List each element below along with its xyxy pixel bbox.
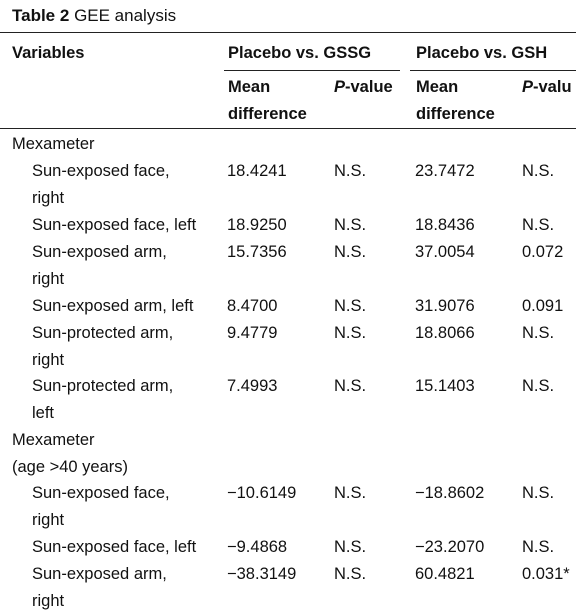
pvalue-gssg: N.S. [334, 216, 367, 234]
pvalue-gssg: N.S. [334, 377, 367, 395]
pvalue-gsh: 0.091 [522, 297, 564, 315]
pvalue-gssg: N.S. [334, 565, 367, 583]
pvalue-gsh: N.S. [522, 324, 555, 342]
mean-difference-gssg: 15.7356 [227, 243, 287, 261]
mean-difference-gsh: 23.7472 [415, 162, 475, 180]
pvalue-gssg: N.S. [334, 243, 367, 261]
mean-difference-gsh: 15.1403 [415, 377, 475, 395]
mean-difference-gssg: −10.6149 [227, 484, 297, 502]
mean-difference-gssg: 7.4993 [227, 377, 278, 395]
pvalue-gssg: N.S. [334, 297, 367, 315]
row-variable: Sun-exposed arm, left [32, 297, 194, 315]
mean-difference-gssg: −9.4868 [227, 538, 288, 556]
mean-difference-gsh: 37.0054 [415, 243, 475, 261]
row-variable: Sun-protected arm, right [32, 324, 174, 369]
header-pvalue-gsh: P-valu [522, 78, 572, 96]
header-group-gsh: Placebo vs. GSH [416, 44, 548, 62]
header-pvalue-gssg: P-value [334, 78, 393, 96]
pvalue-gssg: N.S. [334, 538, 367, 556]
header-variables: Variables [12, 44, 85, 62]
mean-difference-gsh: 18.8066 [415, 324, 475, 342]
pvalue-gssg: N.S. [334, 484, 367, 502]
row-variable: Sun-exposed face, left [32, 216, 197, 234]
table-title: GEE analysis [74, 6, 177, 25]
section-title: Mexameter (age >40 years) [12, 431, 129, 476]
row-variable: Sun-exposed face, right [32, 484, 170, 529]
group2-rule [410, 70, 576, 71]
pvalue-gsh: N.S. [522, 216, 555, 234]
mean-difference-gsh: 31.9076 [415, 297, 475, 315]
pvalue-gsh: N.S. [522, 377, 555, 395]
pvalue-gsh: 0.031* [522, 565, 570, 583]
pvalue-gsh: N.S. [522, 162, 555, 180]
row-variable: Sun-exposed arm, right [32, 565, 167, 610]
pvalue-gssg: N.S. [334, 324, 367, 342]
mean-difference-gssg: 18.4241 [227, 162, 287, 180]
mean-difference-gssg: −38.3149 [227, 565, 297, 583]
top-rule [0, 32, 576, 33]
header-mean-diff-gssg: Mean difference [228, 78, 307, 123]
row-variable: Sun-protected arm, left [32, 377, 174, 422]
mean-difference-gsh: −18.8602 [415, 484, 485, 502]
header-mean-diff-gsh: Mean difference [416, 78, 495, 123]
pvalue-gsh: N.S. [522, 538, 555, 556]
pvalue-gssg: N.S. [334, 162, 367, 180]
row-variable: Sun-exposed face, left [32, 538, 197, 556]
mean-difference-gsh: 18.8436 [415, 216, 475, 234]
table-label: Table 2 [12, 6, 70, 25]
group1-rule [224, 70, 400, 71]
row-variable: Sun-exposed face, right [32, 162, 170, 207]
row-variable: Sun-exposed arm, right [32, 243, 167, 288]
header-bottom-rule [0, 128, 576, 129]
table-caption: Table 2 GEE analysis [12, 4, 176, 28]
mean-difference-gsh: 60.4821 [415, 565, 475, 583]
header-group-gssg: Placebo vs. GSSG [228, 44, 372, 62]
mean-difference-gssg: 8.4700 [227, 297, 278, 315]
mean-difference-gssg: 9.4779 [227, 324, 278, 342]
mean-difference-gsh: −23.2070 [415, 538, 485, 556]
pvalue-gsh: 0.072 [522, 243, 564, 261]
pvalue-gsh: N.S. [522, 484, 555, 502]
section-title: Mexameter [12, 135, 95, 153]
mean-difference-gssg: 18.9250 [227, 216, 287, 234]
